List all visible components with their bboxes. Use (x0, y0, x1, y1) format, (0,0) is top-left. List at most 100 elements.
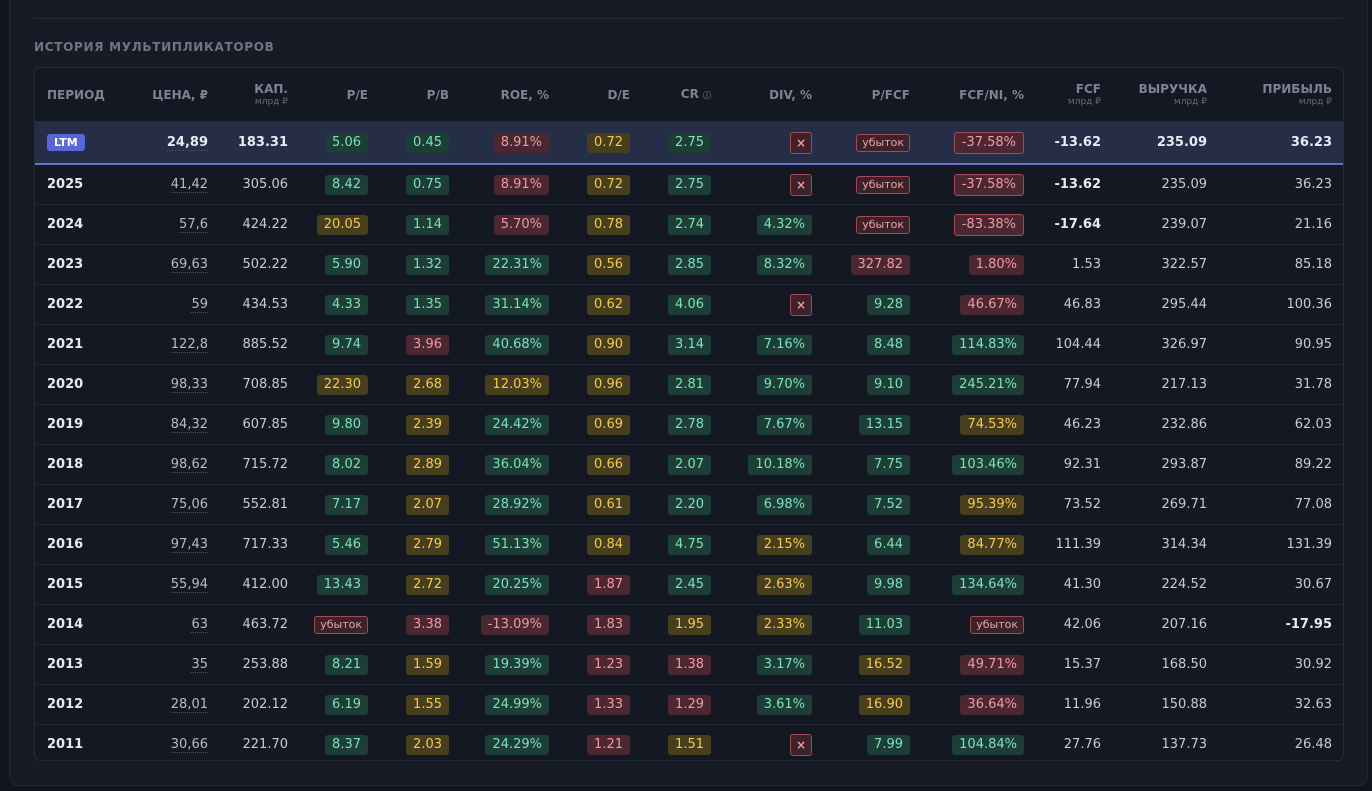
table-row[interactable]: 2012 28,01 202.12 6.19 1.55 24.99% 1.33 1.29 3.6… (35, 684, 1343, 725)
fcf-cell: 1.53 (1035, 244, 1112, 285)
value-pill: 0.56 (587, 254, 630, 275)
value-pill: 13.15 (858, 414, 910, 435)
revenue-cell: 168.50 (1112, 644, 1218, 685)
div-cell: 2.63% (722, 564, 823, 605)
info-icon[interactable]: ⓘ (703, 90, 711, 100)
price-value: 75,06 (170, 497, 208, 513)
revenue-cell: 293.87 (1112, 444, 1218, 485)
table-row[interactable]: 2020 98,33 708.85 22.30 2.68 12.03% 0.96 2.81 9.… (35, 364, 1343, 405)
cr-cell: 2.45 (641, 564, 722, 605)
column-header[interactable]: FCF млрд ₽ (1035, 68, 1112, 122)
pfcf-cell: 327.82 (823, 244, 921, 285)
pb-cell: 2.68 (379, 364, 460, 405)
market-cap-cell: 717.33 (219, 524, 299, 565)
table-row[interactable]: 2011 30,66 221.70 8.37 2.03 24.29% 1.21 1.51 × 7.… (35, 724, 1343, 760)
price-cell: 24,89 (129, 121, 219, 165)
fcf-cell: 46.23 (1035, 404, 1112, 445)
div-cell: 8.32% (722, 244, 823, 285)
column-header[interactable]: ЦЕНА, ₽ (129, 68, 219, 122)
market-cap-cell: 885.52 (219, 324, 299, 365)
fcfni-cell: 114.83% (921, 324, 1035, 365)
column-header[interactable]: ПРИБЫЛЬ млрд ₽ (1218, 68, 1343, 122)
table-row[interactable]: 2025 41,42 305.06 8.42 0.75 8.91% 0.72 2.75 × убы… (35, 164, 1343, 205)
roe-cell: 8.91% (460, 164, 560, 205)
pe-cell: 8.37 (299, 724, 379, 760)
column-header[interactable]: ROE, % (460, 68, 560, 122)
value-pill: 0.75 (406, 174, 449, 195)
div-cell: 9.70% (722, 364, 823, 405)
table-header-row: ПЕРИОД ЦЕНА, ₽ КАП. млрд ₽ P/E P/B ROE, % D/E CR… (35, 68, 1343, 122)
loss-badge: убыток (856, 215, 910, 234)
value-pill: 4.06 (668, 294, 711, 315)
period-cell: 2012 (35, 684, 129, 725)
column-header[interactable]: D/E (560, 68, 641, 122)
cr-cell: 2.75 (641, 164, 722, 205)
period-label: 2024 (47, 217, 84, 232)
column-header-unit: млрд ₽ (1173, 97, 1207, 107)
pe-cell: 8.21 (299, 644, 379, 685)
profit-cell: 30.92 (1218, 644, 1343, 685)
column-header[interactable]: FCF/NI, % (921, 68, 1035, 122)
table-row[interactable]: 2024 57,6 424.22 20.05 1.14 5.70% 0.78 2.74 4.32… (35, 204, 1343, 245)
table-row[interactable]: 2023 69,63 502.22 5.90 1.32 22.31% 0.56 2.85 8.3… (35, 244, 1343, 285)
value-pill: 1.55 (406, 694, 449, 715)
period-cell: 2014 (35, 604, 129, 645)
value-pill: 4.32% (756, 214, 812, 235)
multipliers-table-container: ПЕРИОД ЦЕНА, ₽ КАП. млрд ₽ P/E P/B ROE, % D/E CR… (34, 67, 1344, 761)
cr-cell: 2.85 (641, 244, 722, 285)
value-pill: 16.90 (858, 694, 910, 715)
column-header[interactable]: CR ⓘ (641, 68, 722, 122)
table-row[interactable]: 2019 84,32 607.85 9.80 2.39 24.42% 0.69 2.78 7.6… (35, 404, 1343, 445)
table-row[interactable]: 2022 59 434.53 4.33 1.35 31.14% 0.62 4.06 × 9.28 4… (35, 284, 1343, 325)
de-cell: 0.78 (560, 204, 641, 245)
value-pill: 2.07 (406, 494, 449, 515)
value-pill: 19.39% (485, 654, 549, 675)
column-header[interactable]: DIV, % (722, 68, 823, 122)
value-pill: 1.32 (406, 254, 449, 275)
column-header[interactable]: P/E (299, 68, 379, 122)
table-row[interactable]: 2021 122,8 885.52 9.74 3.96 40.68% 0.90 3.14 7.1… (35, 324, 1343, 365)
price-value: 24,89 (166, 135, 208, 151)
cr-cell: 1.29 (641, 684, 722, 725)
value-pill: 8.48 (867, 334, 910, 355)
column-header[interactable]: КАП. млрд ₽ (219, 68, 299, 122)
table-row[interactable]: 2013 35 253.88 8.21 1.59 19.39% 1.23 1.38 3.17% 1… (35, 644, 1343, 685)
table-row[interactable]: 2016 97,43 717.33 5.46 2.79 51.13% 0.84 4.75 2.1… (35, 524, 1343, 565)
value-pill: 22.30 (316, 374, 368, 395)
revenue-cell: 150.88 (1112, 684, 1218, 725)
column-header-unit: млрд ₽ (1298, 97, 1332, 107)
value-pill: 2.63% (756, 574, 812, 595)
price-cell: 63 (129, 604, 219, 645)
value-pill: 3.61% (756, 694, 812, 715)
column-header[interactable]: ПЕРИОД (35, 68, 129, 122)
value-pill: 74.53% (960, 414, 1024, 435)
pe-cell: 9.74 (299, 324, 379, 365)
value-pill: 245.21% (952, 374, 1024, 395)
table-row[interactable]: 2017 75,06 552.81 7.17 2.07 28.92% 0.61 2.20 6.9… (35, 484, 1343, 525)
column-header[interactable]: ВЫРУЧКА млрд ₽ (1112, 68, 1218, 122)
column-header-label: FCF (1075, 82, 1101, 96)
pfcf-cell: 8.48 (823, 324, 921, 365)
column-header[interactable]: P/B (379, 68, 460, 122)
table-row[interactable]: 2015 55,94 412.00 13.43 2.72 20.25% 1.87 2.45 2.… (35, 564, 1343, 605)
profit-cell: 26.48 (1218, 724, 1343, 760)
table-row[interactable]: 2018 98,62 715.72 8.02 2.89 36.04% 0.66 2.07 10.… (35, 444, 1343, 485)
value-pill: 1.87 (587, 574, 630, 595)
revenue-cell: 137.73 (1112, 724, 1218, 760)
table-row[interactable]: 2014 63 463.72 убыток 3.38 -13.09% 1.83 1.95 2.3… (35, 604, 1343, 645)
pfcf-cell: 9.28 (823, 284, 921, 325)
fcf-cell: 104.44 (1035, 324, 1112, 365)
roe-cell: 5.70% (460, 204, 560, 245)
column-header[interactable]: P/FCF (823, 68, 921, 122)
pfcf-cell: 7.52 (823, 484, 921, 525)
value-pill: 0.72 (587, 132, 630, 153)
value-pill: 3.17% (756, 654, 812, 675)
profit-cell: 85.18 (1218, 244, 1343, 285)
div-cell: × (722, 284, 823, 325)
value-pill: 104.84% (952, 734, 1024, 755)
table-row[interactable]: LTM 24,89 183.31 5.06 0.45 8.91% 0.72 2.75 × убыт… (35, 121, 1343, 165)
pb-cell: 2.72 (379, 564, 460, 605)
value-pill: 5.46 (325, 534, 368, 555)
multipliers-table: ПЕРИОД ЦЕНА, ₽ КАП. млрд ₽ P/E P/B ROE, % D/E CR… (35, 68, 1343, 760)
pfcf-cell: 7.99 (823, 724, 921, 760)
